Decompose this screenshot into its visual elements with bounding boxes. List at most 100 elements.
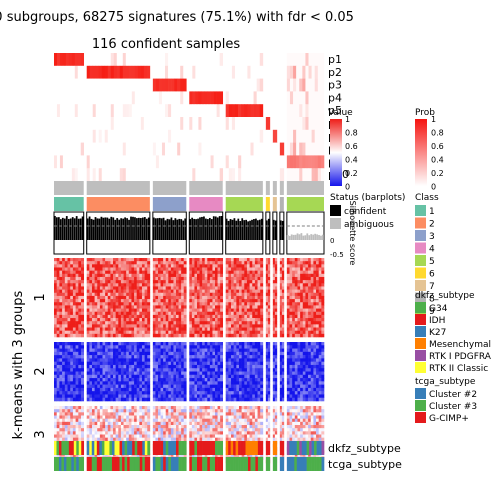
heatmap-cell xyxy=(181,276,185,281)
heatmap-cell xyxy=(176,345,179,349)
prob-cell xyxy=(228,168,233,182)
heatmap-cell xyxy=(126,330,130,335)
heatmap-cell xyxy=(231,394,234,399)
prob-cell xyxy=(110,129,115,143)
heatmap-cell xyxy=(272,378,276,382)
heatmap-cell xyxy=(249,314,253,319)
prob-cell xyxy=(98,117,103,131)
prob-cell xyxy=(143,53,148,67)
heatmap-cell xyxy=(252,292,256,297)
heatmap-cell xyxy=(194,270,198,275)
heatmap-cell xyxy=(238,364,242,369)
prob-cell xyxy=(165,91,169,105)
heatmap-cell xyxy=(59,358,63,362)
prob-cell xyxy=(231,117,236,131)
heatmap-cell xyxy=(131,261,135,265)
heatmap-cell xyxy=(300,371,304,376)
heatmap-cell xyxy=(225,391,229,395)
heatmap-cell xyxy=(202,371,206,376)
prob-cell xyxy=(207,91,211,105)
prob-cell xyxy=(92,168,97,182)
prob-cell xyxy=(74,78,79,92)
heatmap-cell xyxy=(123,321,127,325)
heatmap-cell xyxy=(308,267,312,271)
prob-cell xyxy=(302,142,306,156)
heatmap-cell xyxy=(292,321,296,325)
heatmap-cell xyxy=(281,327,285,331)
heatmap-cell xyxy=(204,321,208,325)
heatmap-cell xyxy=(113,324,116,328)
heatmap-cell xyxy=(163,270,167,275)
heatmap-cell xyxy=(252,283,256,287)
heatmap-cell xyxy=(252,280,256,284)
heatmap-cell xyxy=(54,302,57,306)
heatmap-cell xyxy=(286,358,290,362)
heatmap-cell xyxy=(316,292,319,297)
heatmap-cell xyxy=(321,299,325,303)
silhouette-bar xyxy=(110,216,113,240)
heatmap-cell xyxy=(183,361,187,366)
heatmap-cell xyxy=(318,318,322,322)
heatmap-cell xyxy=(102,261,106,265)
prob-cell xyxy=(86,78,91,92)
prob-cell xyxy=(207,104,211,118)
heatmap-cell xyxy=(64,330,68,335)
prob-cell xyxy=(104,78,109,92)
heatmap-cell xyxy=(217,295,221,300)
heatmap-cell xyxy=(318,361,322,366)
heatmap-cell xyxy=(139,261,143,265)
heatmap-cell xyxy=(231,308,234,313)
heatmap-cell xyxy=(310,348,314,353)
heatmap-cell xyxy=(286,264,290,268)
heatmap-cell xyxy=(67,295,71,300)
heatmap-cell xyxy=(170,327,174,331)
heatmap-cell xyxy=(183,299,187,303)
heatmap-cell xyxy=(94,302,98,306)
heatmap-cell xyxy=(89,333,93,338)
heatmap-cell xyxy=(91,280,95,284)
heatmap-cell xyxy=(110,264,114,268)
prob-cell xyxy=(311,117,316,131)
heatmap-cell xyxy=(173,318,177,322)
heatmap-cell xyxy=(183,381,187,385)
heatmap-cell xyxy=(64,391,68,395)
heatmap-cell xyxy=(176,384,179,389)
heatmap-cell xyxy=(321,273,325,278)
heatmap-cell xyxy=(228,273,232,278)
heatmap-cell xyxy=(254,374,258,379)
prob-cell xyxy=(302,129,306,143)
heatmap-cell xyxy=(217,384,221,389)
heatmap-cell xyxy=(181,318,185,322)
heatmap-cell xyxy=(107,391,111,395)
heatmap-cell xyxy=(286,267,290,271)
prob-cell xyxy=(195,78,199,92)
heatmap-cell xyxy=(99,308,103,313)
heatmap-cell xyxy=(141,286,145,290)
heatmap-cell xyxy=(302,327,306,331)
heatmap-cell xyxy=(274,324,278,328)
heatmap-cell xyxy=(246,270,250,275)
prob-cell xyxy=(134,142,139,156)
heatmap-cell xyxy=(91,397,95,402)
heatmap-cell xyxy=(294,324,298,328)
prob-cell xyxy=(128,155,133,169)
heatmap-cell xyxy=(244,391,248,395)
heatmap-cell xyxy=(178,374,182,379)
heatmap-cell xyxy=(197,368,200,372)
heatmap-cell xyxy=(289,333,293,338)
heatmap-cell xyxy=(64,283,68,287)
heatmap-cell xyxy=(54,286,57,290)
heatmap-cell xyxy=(128,364,132,369)
heatmap-cell xyxy=(134,295,137,300)
prob-cell xyxy=(110,91,115,105)
heatmap-cell xyxy=(191,261,195,265)
heatmap-cell xyxy=(91,327,95,331)
heatmap-cell xyxy=(236,381,240,385)
heatmap-cell xyxy=(105,342,109,346)
heatmap-cell xyxy=(54,280,57,284)
heatmap-cell xyxy=(128,333,132,338)
heatmap-cell xyxy=(155,286,159,290)
heatmap-cell xyxy=(181,327,185,331)
class-cell xyxy=(225,197,263,211)
heatmap-cell xyxy=(197,302,200,306)
